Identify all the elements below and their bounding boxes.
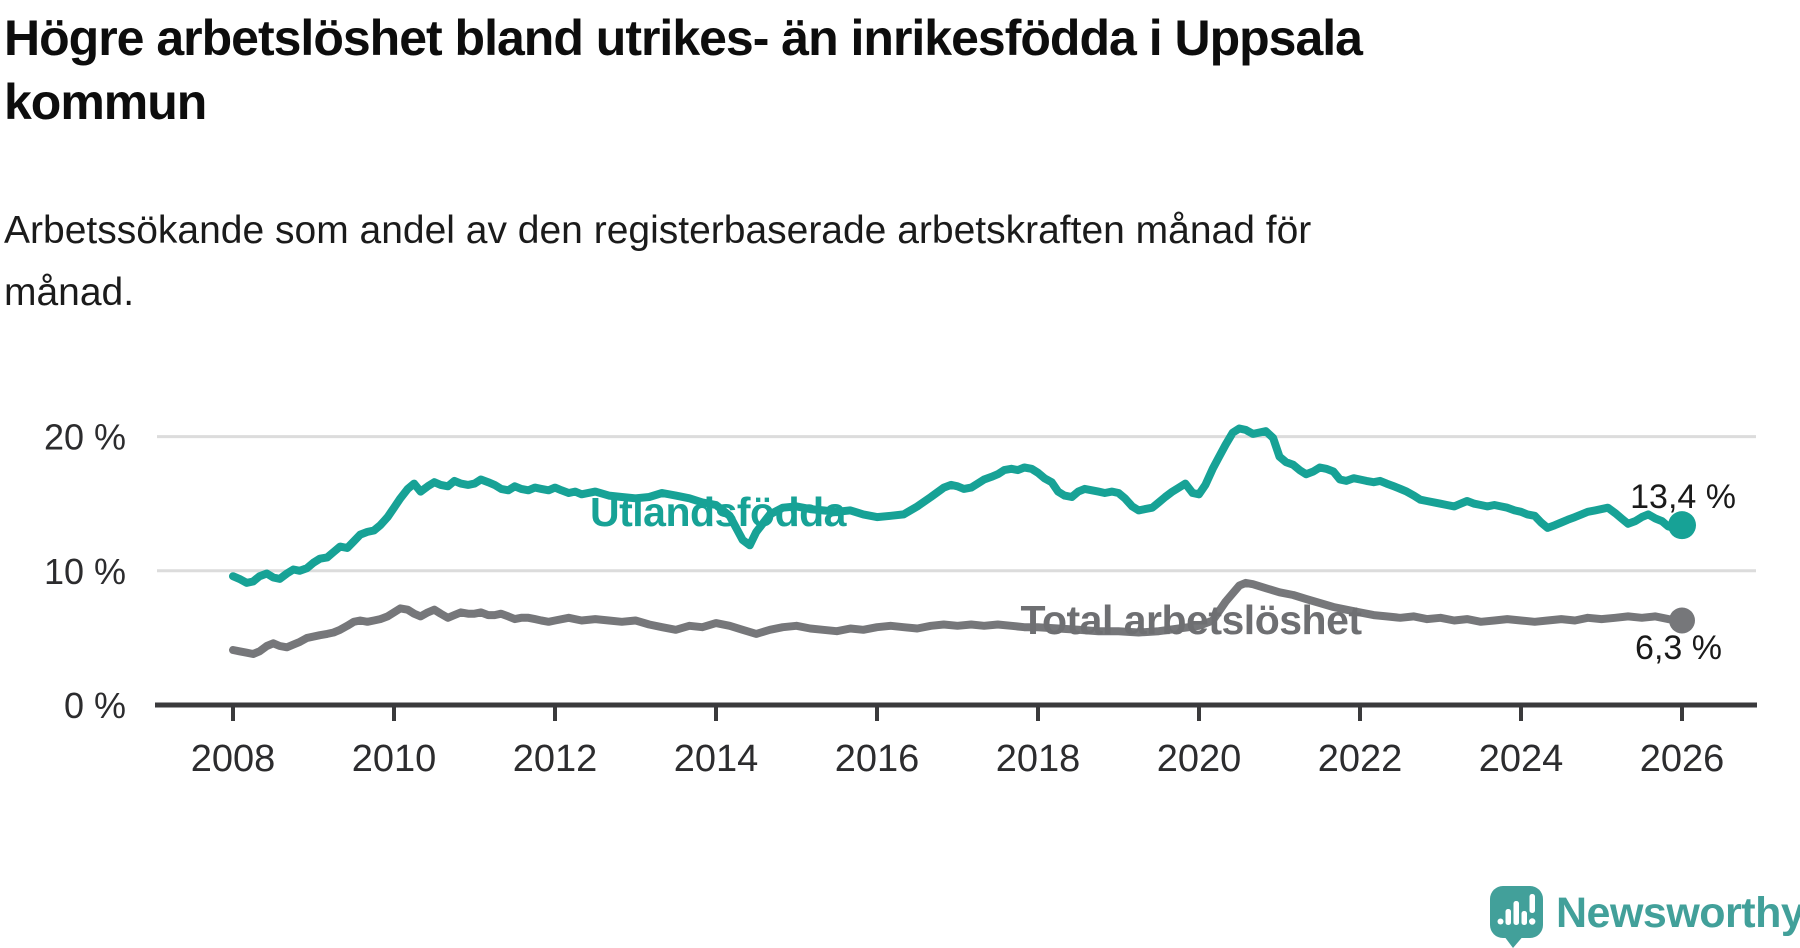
series-label-total-arbetsloshet: Total arbetslöshet bbox=[1020, 597, 1362, 643]
value-label-utlandsfodda: 13,4 % bbox=[1630, 478, 1736, 516]
page-title: Högre arbetslöshet bland utrikes- än inr… bbox=[4, 6, 1363, 134]
logo-bubble-tail bbox=[1504, 934, 1525, 948]
series-line-total-arbetsloshet bbox=[229, 578, 1686, 658]
x-tick-label-2016: 2016 bbox=[835, 738, 920, 780]
chart-subtitle-line2: månad. bbox=[4, 271, 135, 314]
page-title-line1: Högre arbetslöshet bland utrikes- än inr… bbox=[4, 10, 1363, 66]
x-tick-label-2008: 2008 bbox=[191, 738, 276, 780]
chart-subtitle-line1: Arbetssökande som andel av den registerb… bbox=[4, 209, 1312, 252]
gridlines bbox=[157, 435, 1756, 573]
logo-barchart-glyph bbox=[1497, 894, 1536, 925]
logo-glyph-exclamation-stem bbox=[1529, 894, 1535, 913]
x-tick-label-2012: 2012 bbox=[513, 738, 598, 780]
x-tick-label-2010: 2010 bbox=[352, 738, 437, 780]
y-axis-labels: 0 % 10 % 20 % bbox=[44, 417, 126, 726]
series-line-utlandsfodda bbox=[229, 424, 1686, 587]
logo-glyph-exclamation-dot bbox=[1529, 918, 1536, 925]
x-tick-label-2018: 2018 bbox=[996, 738, 1081, 780]
series-lines bbox=[229, 424, 1696, 658]
series-label-utlandsfodda: Utlandsfödda bbox=[590, 489, 848, 535]
logo-glyph-bar1 bbox=[1505, 909, 1511, 925]
x-tick-label-2014: 2014 bbox=[674, 738, 759, 780]
page-title-line2: kommun bbox=[4, 74, 207, 130]
logo-glyph-dot bbox=[1497, 918, 1504, 925]
logo-wordmark: Newsworthy bbox=[1556, 889, 1800, 937]
series-end-dot-utlandsfodda bbox=[1668, 511, 1696, 540]
logo-glyph-bar2 bbox=[1513, 901, 1519, 925]
x-tick-label-2020: 2020 bbox=[1157, 738, 1242, 780]
x-axis-ticks: 2008 2010 2012 2014 2016 2018 2020 2022 2024 2026 bbox=[191, 705, 1725, 780]
chart-subtitle: Arbetssökande som andel av den registerb… bbox=[4, 200, 1311, 324]
x-tick-label-2026: 2026 bbox=[1640, 738, 1725, 780]
series-end-dot-total-arbetsloshet bbox=[1669, 607, 1695, 634]
y-tick-label-10-percent: 10 % bbox=[44, 551, 126, 592]
logo-glyph-bar3 bbox=[1521, 911, 1527, 925]
y-tick-label-20-percent: 20 % bbox=[44, 417, 126, 458]
x-tick-label-2024: 2024 bbox=[1479, 738, 1564, 780]
value-label-total-arbetsloshet: 6,3 % bbox=[1635, 629, 1722, 667]
x-tick-label-2022: 2022 bbox=[1318, 738, 1403, 780]
newsworthy-logo: Newsworthy bbox=[1490, 886, 1800, 948]
y-tick-label-0-percent: 0 % bbox=[64, 685, 126, 726]
